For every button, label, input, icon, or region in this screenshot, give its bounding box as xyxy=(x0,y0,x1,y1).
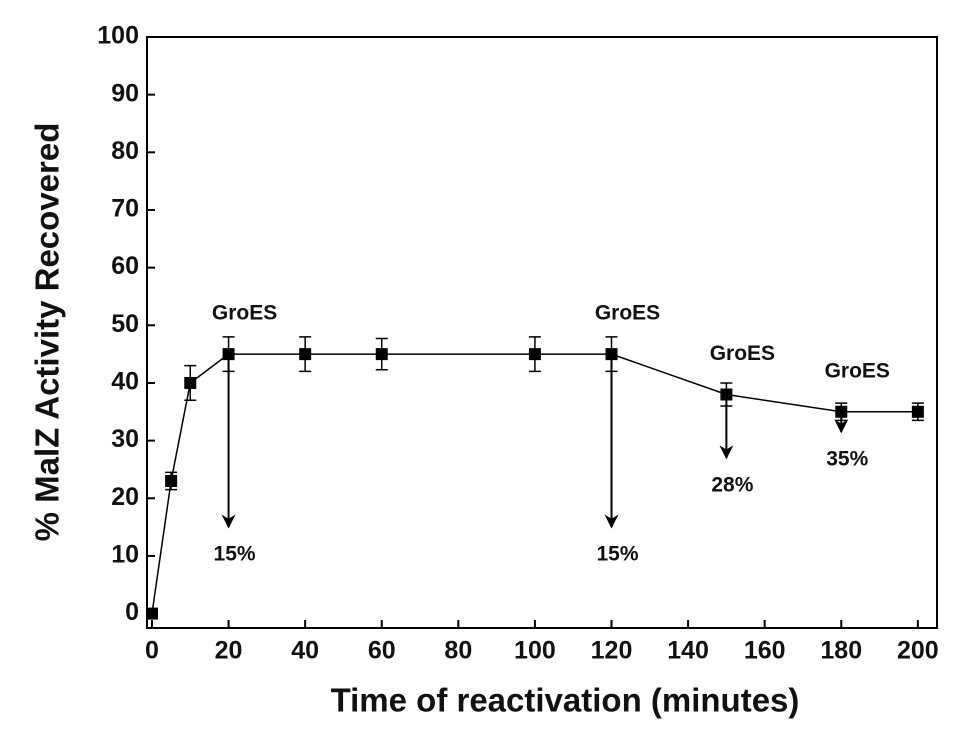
data-point xyxy=(911,405,924,418)
y-tick-label: 60 xyxy=(111,252,139,280)
x-tick-label: 80 xyxy=(444,637,472,665)
data-point xyxy=(184,376,197,389)
y-tick-label: 0 xyxy=(125,598,139,626)
x-tick-label: 200 xyxy=(897,637,939,665)
y-tick-label: 40 xyxy=(111,368,139,396)
data-point xyxy=(165,474,178,487)
x-tick-label: 120 xyxy=(591,637,633,665)
y-tick-label: 30 xyxy=(111,425,139,453)
x-tick-label: 40 xyxy=(291,637,319,665)
x-axis-title: Time of reactivation (minutes) xyxy=(331,682,800,719)
y-tick-label: 80 xyxy=(111,137,139,165)
data-line xyxy=(151,353,918,614)
x-tick-label: 140 xyxy=(667,637,709,665)
annotation-label: GroES xyxy=(710,342,775,365)
annotation-result: 15% xyxy=(596,543,638,566)
y-tick-label: 100 xyxy=(97,22,139,50)
x-tick-label: 180 xyxy=(820,637,862,665)
annotation-label: GroES xyxy=(825,359,890,382)
y-tick-label: 10 xyxy=(111,541,139,569)
data-point xyxy=(375,348,388,361)
data-point xyxy=(145,607,158,620)
x-tick-label: 60 xyxy=(368,637,396,665)
x-tick-label: 160 xyxy=(744,637,786,665)
y-tick-label: 20 xyxy=(111,483,139,511)
annotation-result: 15% xyxy=(214,543,256,566)
annotation-label: GroES xyxy=(212,302,277,325)
x-tick-label: 20 xyxy=(215,637,243,665)
x-tick-label: 100 xyxy=(514,637,556,665)
y-axis-title: % MalZ Activity Recovered xyxy=(29,123,66,542)
plot-frame xyxy=(146,36,938,629)
annotation-label: GroES xyxy=(595,302,660,325)
x-tick-label: 0 xyxy=(145,637,159,665)
data-point xyxy=(299,348,312,361)
data-point xyxy=(528,348,541,361)
annotation-result: 35% xyxy=(826,448,868,471)
y-tick-label: 90 xyxy=(111,79,139,107)
y-tick-label: 50 xyxy=(111,310,139,338)
annotation-result: 28% xyxy=(711,473,753,496)
y-tick-label: 70 xyxy=(111,195,139,223)
